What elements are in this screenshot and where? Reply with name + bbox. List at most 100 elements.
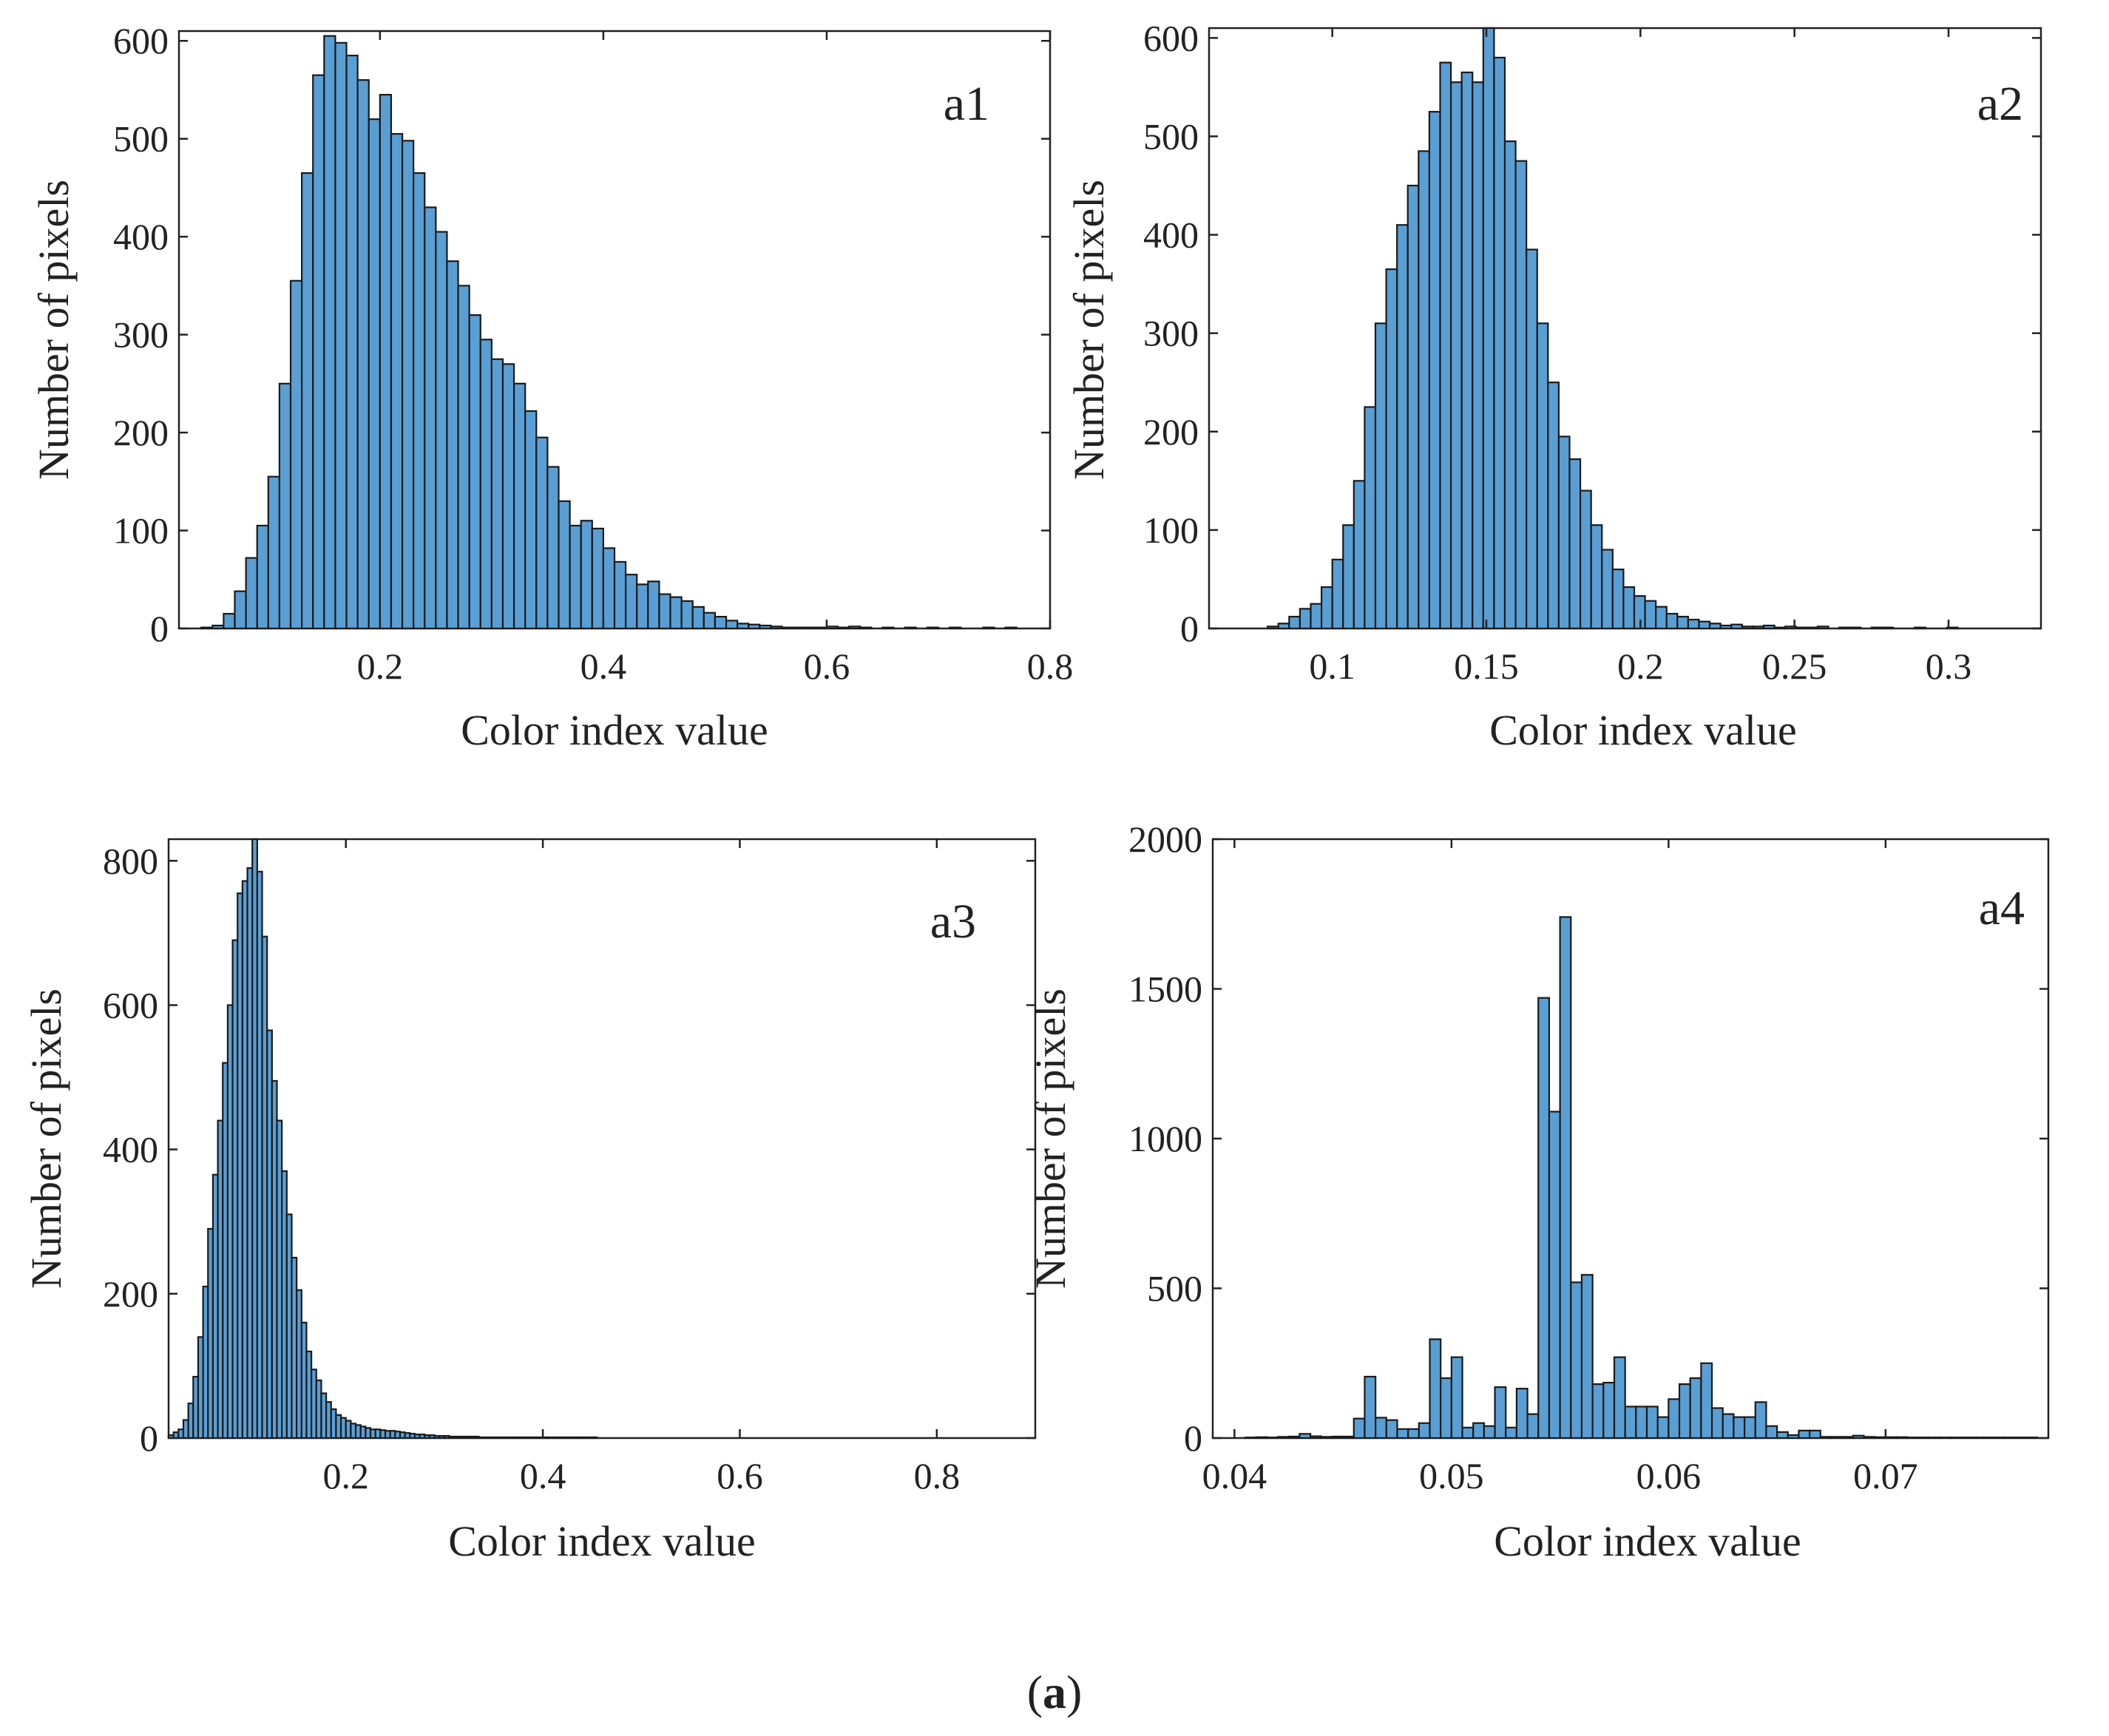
- x-tick-label: 0.15: [1454, 645, 1519, 687]
- histogram-bar: [1342, 524, 1355, 630]
- histogram-bar: [301, 172, 314, 630]
- y-tick-label: 400: [103, 1129, 158, 1170]
- histogram-bar: [1320, 1436, 1333, 1440]
- axis-ticks: 0.1 0.15 0.2 0.25 0.3 0 100 200 300 400 500 600: [1143, 17, 2041, 687]
- panel-label: a4: [1979, 881, 2025, 935]
- histogram-bar: [1482, 27, 1495, 630]
- histogram-bar: [245, 557, 258, 630]
- histogram-bar: [1622, 586, 1636, 630]
- histogram-bar: [1299, 608, 1312, 630]
- histogram-bar: [468, 314, 481, 630]
- histogram-bar: [1852, 1434, 1865, 1440]
- histogram-bar: [1287, 1435, 1301, 1440]
- histogram-bar: [1385, 268, 1398, 630]
- histogram-bar: [691, 606, 705, 630]
- histogram-bar: [1884, 1436, 1898, 1440]
- histogram-bar: [1396, 224, 1409, 630]
- histogram-bar: [658, 593, 671, 630]
- histogram-bar: [1700, 1362, 1713, 1440]
- histogram-bar: [1591, 1383, 1605, 1440]
- y-tick-label: 800: [103, 840, 158, 881]
- histogram-bar: [323, 35, 336, 630]
- axis-ticks: 0.2 0.4 0.6 0.8 0 100 200 300 400 500 600: [113, 20, 1073, 687]
- axes-frame: [1208, 27, 2042, 630]
- histogram-bar: [759, 624, 772, 630]
- histogram-bar: [1874, 1436, 1886, 1440]
- panel-label: a1: [944, 77, 989, 131]
- y-tick-label: 0: [140, 1417, 158, 1459]
- chart-panel-a4: 0.04 0.05 0.06 0.07 0 500 1000 1500 2000 a4 Colo…: [1026, 818, 2050, 1565]
- histogram-bar: [2004, 1437, 2017, 1440]
- histogram-bar: [714, 615, 728, 630]
- histogram-bar: [1505, 1426, 1518, 1440]
- histogram-bar: [1722, 1413, 1735, 1440]
- histogram-bar: [825, 625, 839, 630]
- y-tick-label: 0: [150, 608, 169, 649]
- histogram-bar: [2025, 1437, 2039, 1440]
- histogram-bar: [1341, 1435, 1355, 1440]
- chart-panel-a3: 0.2 0.4 0.6 0.8 0 200 400 600 800 a3 Color index…: [22, 838, 1037, 1565]
- x-tick-label: 0.04: [1202, 1455, 1267, 1496]
- histogram-bar: [1754, 1401, 1767, 1440]
- histogram-bar: [1418, 1422, 1431, 1440]
- x-axis-label: Color index value: [448, 1517, 756, 1565]
- histogram-bar: [1406, 184, 1420, 630]
- x-tick-label: 0.4: [580, 645, 627, 687]
- histogram-bar: [1841, 1436, 1854, 1440]
- x-tick-label: 0.6: [804, 645, 850, 687]
- histogram-bar: [1276, 1436, 1290, 1440]
- histogram-bar: [1687, 618, 1700, 630]
- histogram-bar: [1819, 1436, 1832, 1440]
- histogram-bar: [1364, 406, 1377, 630]
- histogram-bar: [1762, 624, 1775, 630]
- histogram-bar: [1503, 140, 1517, 630]
- histogram-bar: [1949, 1437, 1963, 1440]
- histogram-bar: [256, 524, 269, 630]
- histogram-bar: [1440, 1377, 1452, 1440]
- y-tick-label: 200: [113, 412, 169, 453]
- y-tick-label: 300: [113, 314, 169, 356]
- histogram-bar: [1493, 56, 1506, 630]
- histogram-bar: [535, 436, 549, 630]
- y-tick-label: 2000: [1128, 818, 1202, 860]
- histogram-bar: [1385, 1419, 1398, 1440]
- histogram-bar: [413, 172, 426, 630]
- histogram-bar: [1971, 1437, 1985, 1440]
- histogram-bar: [1472, 1422, 1485, 1440]
- histogram-bar: [1580, 1274, 1594, 1440]
- histogram-bar: [1418, 150, 1431, 630]
- y-tick-label: 1500: [1128, 969, 1202, 1010]
- histogram-bar: [569, 524, 582, 630]
- histogram-bar: [1277, 623, 1290, 630]
- histogram-bar: [1809, 1429, 1821, 1440]
- histogram-bars: [1267, 27, 1959, 630]
- histogram-bar: [591, 527, 604, 630]
- histogram-bar: [1375, 1417, 1387, 1440]
- histogram-bar: [1656, 1416, 1670, 1440]
- histogram-bar: [1719, 624, 1733, 630]
- x-tick-label: 0.8: [1027, 645, 1074, 687]
- histogram-bar: [457, 285, 470, 630]
- histogram-bar: [1678, 1383, 1691, 1440]
- y-tick-label: 100: [1143, 509, 1199, 551]
- histogram-bar: [1982, 1437, 1995, 1440]
- histogram-bar: [1752, 625, 1765, 630]
- histogram-bar: [1613, 1356, 1626, 1440]
- histogram-bar: [223, 613, 236, 630]
- histogram-bar: [1590, 524, 1603, 630]
- histogram-bar: [1244, 1437, 1257, 1440]
- histogram-bar: [356, 79, 370, 630]
- y-tick-label: 600: [1143, 17, 1199, 58]
- x-tick-label: 0.1: [1309, 645, 1355, 687]
- histogram-bar: [1320, 586, 1333, 630]
- histogram-bar: [1331, 558, 1344, 630]
- histogram-bar: [345, 55, 359, 630]
- histogram-bar: [1733, 1416, 1746, 1440]
- histogram-bar: [1570, 1281, 1583, 1440]
- histogram-bars: [167, 838, 598, 1440]
- histogram-bar: [379, 94, 393, 630]
- histogram-bar: [1483, 1425, 1496, 1440]
- y-tick-label: 300: [1143, 313, 1199, 354]
- axes-frame: [1211, 838, 2050, 1440]
